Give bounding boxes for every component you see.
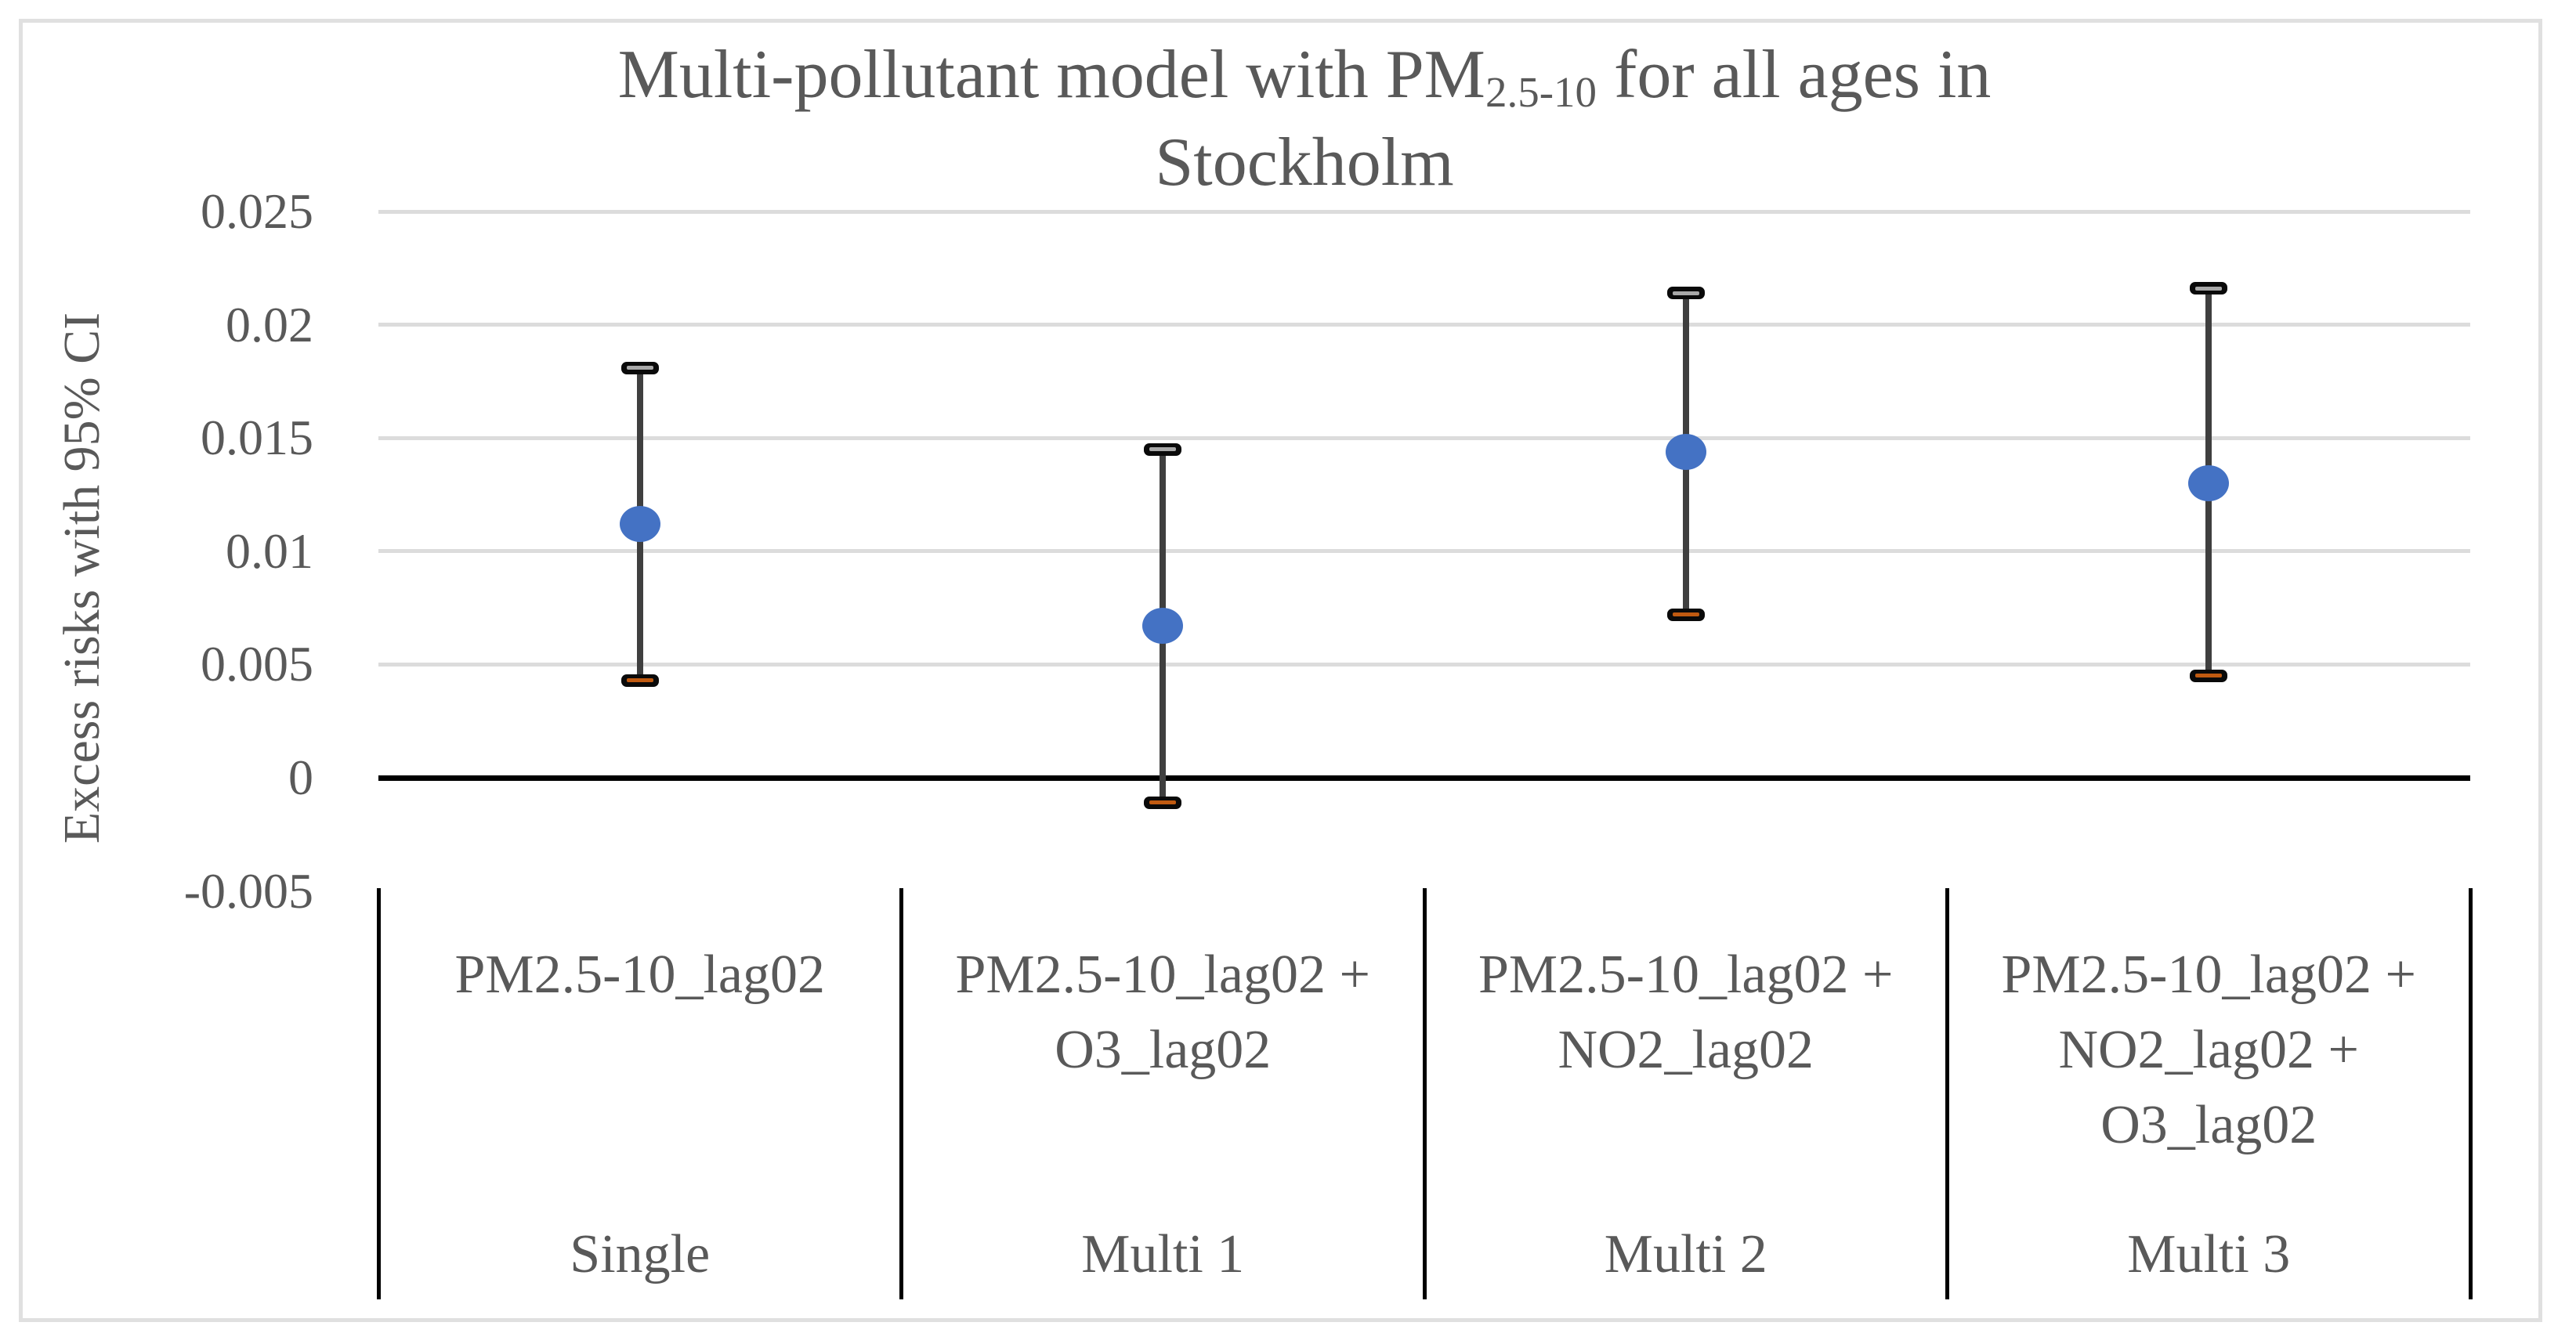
category-label-line: O3_lag02 bbox=[2100, 1095, 2317, 1155]
y-gridline bbox=[378, 323, 2470, 327]
category-label-line: PM2.5-10_lag02 + bbox=[1478, 945, 1894, 1005]
category-divider bbox=[899, 888, 903, 1299]
cap-stripe-upper bbox=[626, 366, 653, 370]
error-bar-cap-upper bbox=[1666, 287, 1705, 300]
y-gridline bbox=[378, 435, 2470, 440]
cap-stripe-upper bbox=[2195, 286, 2223, 291]
y-gridline bbox=[378, 662, 2470, 667]
category-label: PM2.5-10_lag02 bbox=[378, 938, 902, 1013]
category-label-line: PM2.5-10_lag02 + bbox=[955, 945, 1370, 1005]
error-bar-cap-upper bbox=[1144, 443, 1182, 456]
cap-stripe-lower bbox=[1672, 612, 1699, 617]
y-tick-label: -0.005 bbox=[183, 862, 313, 919]
chart-title: Multi-pollutant model with PM2.5-10 for … bbox=[392, 31, 2217, 207]
category-label: PM2.5-10_lag02 + NO2_lag02 + O3_lag02 bbox=[1948, 938, 2471, 1163]
error-bar-cap-lower bbox=[620, 674, 659, 687]
category-label: PM2.5-10_lag02 + O3_lag02 bbox=[902, 938, 1425, 1088]
category-divider bbox=[2468, 888, 2473, 1299]
chart-title-text-after: for all ages in bbox=[1597, 37, 1992, 113]
y-tick-label: 0.025 bbox=[201, 183, 313, 239]
data-point-marker bbox=[1142, 608, 1184, 645]
category-label-line: PM2.5-10_lag02 bbox=[454, 945, 826, 1005]
y-tick-label: 0.005 bbox=[201, 636, 313, 692]
category-label-line: NO2_lag02 bbox=[1558, 1020, 1814, 1080]
category-divider bbox=[1945, 888, 1949, 1299]
y-gridline bbox=[378, 209, 2470, 214]
y-tick-label: 0.015 bbox=[201, 410, 313, 466]
error-bar-cap-lower bbox=[2190, 669, 2228, 682]
cap-stripe-lower bbox=[2195, 674, 2223, 678]
error-bar-cap-lower bbox=[1144, 796, 1182, 809]
y-tick-label: 0.02 bbox=[226, 296, 313, 352]
category-model-label: Multi 3 bbox=[2127, 1224, 2291, 1284]
error-bar-cap-upper bbox=[620, 361, 659, 374]
category-label-line: PM2.5-10_lag02 + bbox=[2001, 945, 2416, 1005]
category-divider bbox=[376, 888, 381, 1299]
category-label: PM2.5-10_lag02 + NO2_lag02 bbox=[1424, 938, 1948, 1088]
chart-title-subscript: 2.5-10 bbox=[1485, 68, 1597, 117]
y-gridline bbox=[378, 549, 2470, 554]
y-tick-label: 0 bbox=[288, 750, 313, 805]
chart-outer-border bbox=[19, 19, 2542, 1322]
cap-stripe-lower bbox=[1149, 800, 1177, 805]
cap-stripe-upper bbox=[1149, 447, 1177, 452]
data-point-marker bbox=[619, 506, 660, 543]
chart-title-line-1: Multi-pollutant model with PM2.5-10 for … bbox=[392, 31, 2217, 119]
category-model-label: Multi 2 bbox=[1604, 1224, 1767, 1284]
category-label-line: O3_lag02 bbox=[1055, 1020, 1272, 1080]
category-model-label: Multi 1 bbox=[1081, 1224, 1245, 1284]
error-bar-cap-upper bbox=[2190, 282, 2228, 295]
y-tick-label: 0.01 bbox=[226, 522, 313, 579]
error-bar-cap-lower bbox=[1666, 608, 1705, 621]
chart-title-text: Multi-pollutant model with PM bbox=[617, 37, 1485, 113]
cap-stripe-upper bbox=[1672, 291, 1699, 295]
category-label-line: NO2_lag02 + bbox=[2058, 1020, 2360, 1080]
x-axis-zero-line bbox=[378, 775, 2470, 781]
data-point-marker bbox=[2188, 465, 2230, 502]
cap-stripe-lower bbox=[626, 678, 653, 683]
data-point-marker bbox=[1665, 433, 1706, 470]
category-model-label: Single bbox=[570, 1224, 711, 1284]
chart-title-line-2: Stockholm bbox=[1155, 125, 1454, 201]
category-divider bbox=[1422, 888, 1427, 1299]
